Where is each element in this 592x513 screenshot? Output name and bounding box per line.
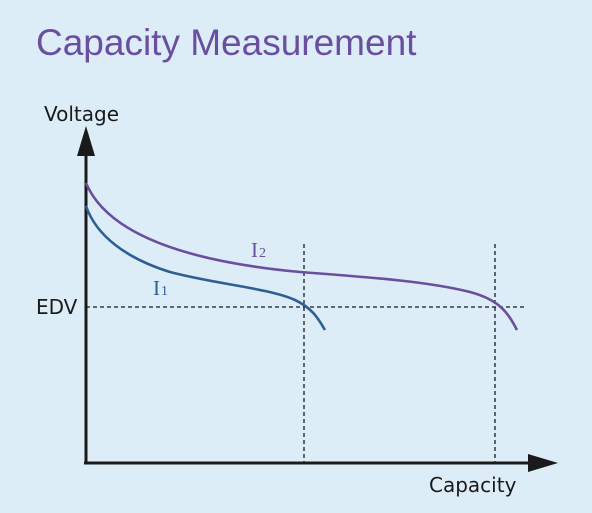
diagram-title: Capacity Measurement xyxy=(36,22,417,63)
y-axis-arrow xyxy=(77,126,95,156)
curve-i1 xyxy=(84,205,327,331)
y-axis-label: Voltage xyxy=(44,102,119,126)
curve-i1-label: I1 xyxy=(153,276,168,300)
x-axis-arrow xyxy=(528,454,558,472)
x-axis-label: Capacity xyxy=(429,473,517,497)
curve-i2 xyxy=(84,182,519,331)
edv-label: EDV xyxy=(36,295,78,319)
curve-i2-label: I2 xyxy=(251,238,266,262)
